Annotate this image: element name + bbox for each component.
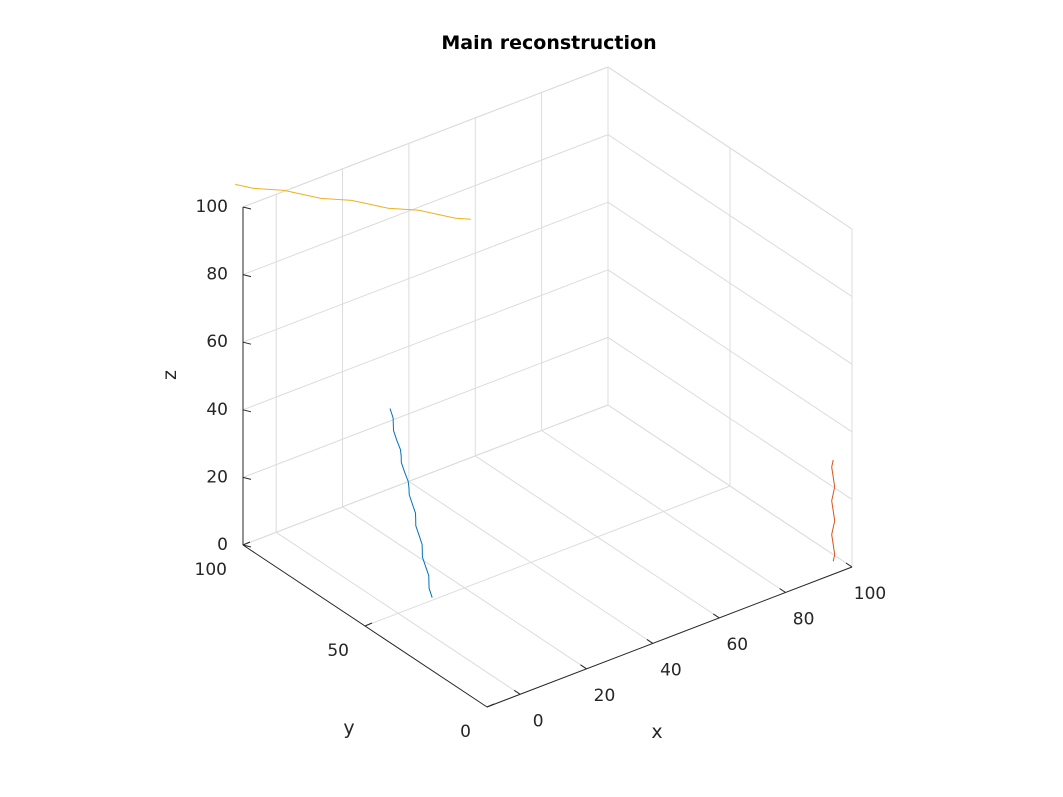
y-tick-mark: [486, 703, 495, 708]
gridline-z-backwall: [242, 336, 609, 478]
z-tick-label: 0: [217, 535, 228, 555]
axes: [242, 206, 853, 708]
x-axis-line: [486, 566, 853, 708]
z-tick-mark: [242, 544, 252, 548]
z-tick-mark: [242, 409, 252, 413]
gridline-z-sidewall: [607, 134, 853, 298]
chart-title: Main reconstruction: [441, 32, 656, 54]
gridline-z-backwall: [242, 404, 609, 546]
z-tick-mark: [242, 341, 252, 345]
gridline-y-floor: [364, 485, 731, 627]
x-tick-label: 100: [854, 584, 886, 604]
z-tick-label: 40: [206, 400, 228, 420]
box-edge: [607, 66, 853, 230]
x-tick-mark: [513, 689, 521, 695]
gridline-z-sidewall: [607, 269, 853, 433]
x-tick-label: 80: [793, 610, 815, 630]
gridline-z-sidewall: [607, 336, 853, 500]
x-tick-mark: [646, 638, 654, 644]
x-tick-mark: [779, 588, 786, 593]
gridline-z-sidewall: [607, 201, 853, 365]
x-axis-label: x: [651, 721, 662, 743]
y-tick-label: 0: [460, 722, 471, 742]
gridline-z-backwall: [242, 201, 609, 343]
gridline-z-backwall: [242, 134, 609, 276]
z-tick-label: 60: [206, 332, 228, 352]
z-tick-mark: [242, 206, 252, 210]
plot-area: [235, 183, 836, 598]
z-tick-mark: [242, 476, 252, 480]
x-tick-label: 40: [660, 660, 682, 680]
series-line-1: [389, 408, 433, 598]
gridline-z-backwall: [242, 269, 609, 411]
series-line-3: [235, 183, 471, 220]
z-tick-label: 80: [206, 265, 228, 285]
z-tick-mark: [242, 274, 252, 278]
labels: 0 20 40 60 80 100 0 50 100 0 20 40 60 80 100: [195, 197, 887, 742]
y-tick-mark: [364, 622, 373, 627]
z-tick-label: 100: [196, 197, 228, 217]
series-line-2: [831, 459, 836, 562]
gridline-z-sidewall: [607, 404, 853, 568]
x-tick-mark: [845, 562, 853, 568]
box-edge: [242, 66, 609, 208]
y-tick-mark: [242, 541, 251, 546]
grid-lines: [242, 66, 853, 708]
y-tick-label: 50: [327, 641, 349, 661]
x-tick-mark: [713, 613, 720, 619]
x-tick-label: 60: [726, 635, 748, 655]
x-tick-label: 20: [594, 686, 616, 706]
z-tick-label: 20: [206, 467, 228, 487]
y-axis-label: y: [343, 717, 354, 739]
x-tick-label: 0: [533, 711, 544, 731]
x-tick-mark: [580, 664, 587, 670]
z-axis-label: z: [159, 370, 181, 380]
y-tick-label: 100: [195, 560, 227, 580]
